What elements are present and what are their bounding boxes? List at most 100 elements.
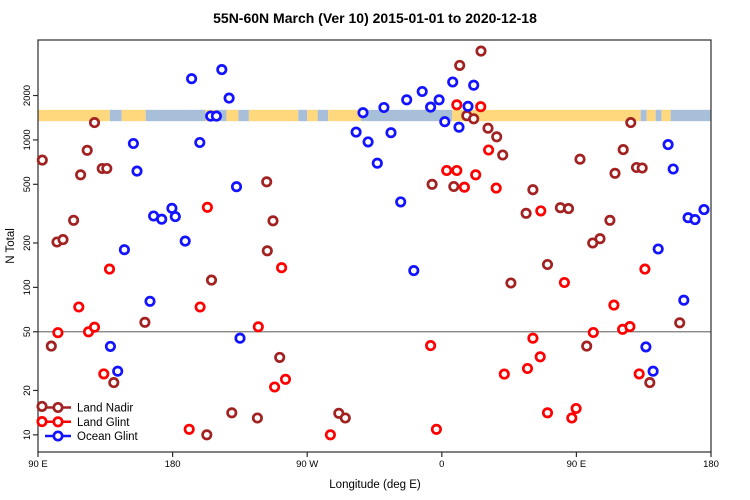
data-point	[541, 258, 554, 271]
data-point	[570, 402, 582, 415]
map-band-segment-land	[646, 109, 656, 122]
data-point	[453, 121, 465, 133]
map-band-segment-land	[38, 109, 110, 122]
data-point	[127, 137, 139, 150]
data-point	[144, 295, 156, 307]
map-band-segment-ocean	[361, 109, 453, 122]
data-point	[534, 351, 546, 363]
data-point	[458, 181, 470, 193]
data-point	[274, 351, 286, 363]
data-point	[216, 64, 228, 76]
x-axis-label: Longitude (deg E)	[329, 479, 421, 491]
data-point	[112, 365, 124, 377]
data-point	[118, 244, 130, 256]
data-point	[261, 245, 273, 257]
legend-item-label: Land Glint	[77, 417, 130, 429]
data-point	[385, 127, 397, 139]
data-point	[451, 164, 463, 177]
data-point	[667, 163, 679, 175]
y-tick-label: 200	[22, 235, 33, 251]
data-point	[194, 136, 206, 149]
data-point	[587, 326, 599, 339]
data-point	[179, 235, 191, 247]
y-tick-label: 20	[22, 385, 33, 396]
data-point	[491, 131, 503, 143]
data-point	[416, 85, 428, 98]
legend-marker-circle-icon	[52, 401, 64, 414]
y-tick-label: 1000	[22, 129, 33, 150]
legend-marker-circle-icon	[52, 430, 64, 442]
data-point	[201, 429, 213, 441]
data-point	[581, 340, 593, 352]
data-point	[98, 368, 110, 380]
data-point	[139, 316, 151, 328]
data-point	[640, 341, 652, 353]
data-point	[357, 107, 369, 119]
data-point	[441, 164, 453, 177]
data-point	[448, 180, 460, 193]
data-point	[324, 429, 336, 441]
x-tick-label: 180	[165, 459, 181, 470]
data-point	[470, 169, 482, 181]
data-point	[251, 412, 263, 424]
data-point	[425, 101, 437, 113]
data-point	[73, 301, 85, 313]
data-point	[430, 423, 442, 435]
legend-marker-circle-icon	[52, 416, 64, 428]
data-point	[339, 412, 351, 424]
data-point	[75, 169, 87, 181]
y-axis-label: N Total	[5, 228, 17, 264]
x-tick-label: 90 E	[28, 459, 48, 470]
data-point	[609, 167, 621, 179]
data-point	[57, 234, 69, 246]
data-point	[205, 274, 218, 286]
legend-item-label: Ocean Glint	[77, 431, 139, 443]
map-band-segment-land	[121, 109, 146, 122]
data-point	[624, 321, 636, 333]
data-point	[395, 196, 407, 208]
data-point	[223, 92, 235, 104]
y-tick-label: 100	[22, 279, 33, 295]
map-band-segment-ocean	[640, 109, 647, 122]
data-point	[201, 201, 213, 213]
data-point	[566, 412, 578, 424]
data-point	[483, 144, 495, 156]
map-band-segment-ocean	[145, 109, 206, 122]
plot-title: 55N-60N March (Ver 10) 2015-01-01 to 202…	[213, 10, 537, 26]
data-point	[505, 277, 517, 289]
data-point	[186, 73, 198, 85]
data-point	[279, 373, 292, 385]
data-point	[698, 204, 710, 216]
data-point	[520, 207, 532, 219]
legend-item: Land Nadir	[45, 401, 133, 415]
data-point	[252, 321, 264, 333]
y-tick-label: 50	[22, 326, 33, 337]
data-point	[521, 362, 534, 375]
data-point	[210, 110, 222, 122]
data-point	[604, 214, 616, 226]
map-band-segment-ocean	[670, 109, 711, 122]
data-point	[267, 215, 279, 227]
data-point	[378, 101, 390, 114]
data-point	[226, 407, 238, 419]
data-point	[535, 205, 547, 217]
data-point	[194, 301, 206, 313]
x-tick-label: 90 W	[296, 459, 318, 470]
data-point	[689, 214, 701, 226]
data-point	[594, 233, 606, 245]
data-point	[644, 377, 656, 389]
data-point	[527, 332, 539, 344]
data-point	[103, 263, 116, 275]
data-point	[36, 154, 48, 166]
data-point	[633, 368, 645, 380]
data-point	[617, 144, 629, 156]
y-tick-label: 500	[22, 176, 33, 192]
map-band-segment-land	[661, 109, 671, 122]
data-point	[101, 162, 113, 175]
y-tick-label: 10	[22, 430, 33, 441]
data-point	[426, 178, 438, 190]
data-point	[647, 365, 659, 377]
data-point	[401, 94, 413, 106]
data-point	[497, 149, 509, 161]
